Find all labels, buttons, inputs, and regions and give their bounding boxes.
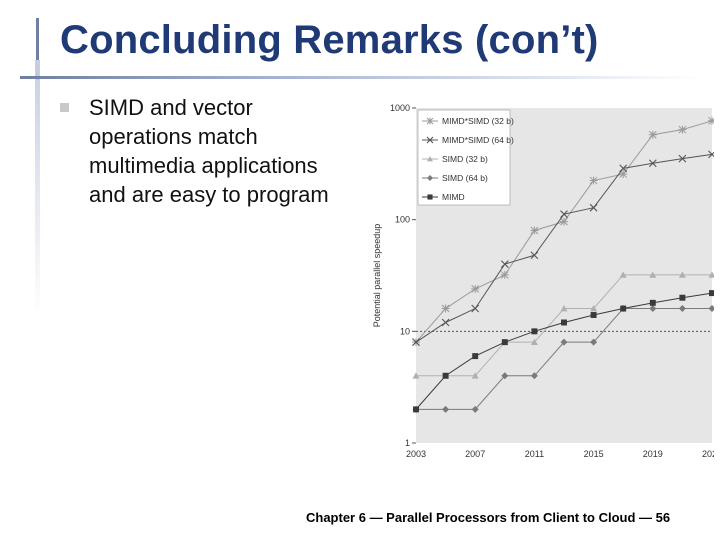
data-point <box>501 372 509 380</box>
y-tick-label: 1000 <box>390 103 410 113</box>
x-tick-label: 2015 <box>584 449 604 459</box>
data-point <box>648 130 657 139</box>
data-point <box>442 372 449 379</box>
x-tick-label: 2011 <box>525 449 544 459</box>
speedup-chart: 1 10 100 1000 2003 2007 2011 2015 2019 2023 Potent… <box>372 103 714 459</box>
data-point <box>441 304 450 313</box>
data-point <box>500 260 509 268</box>
x-tick-label: 2003 <box>406 449 426 459</box>
data-point <box>561 319 567 326</box>
y-axis-label: Potential parallel speedup <box>372 224 382 328</box>
data-point <box>679 294 686 301</box>
legend-label: MIMD <box>442 192 465 202</box>
data-point <box>427 156 433 162</box>
data-point <box>560 338 568 346</box>
series-mimd-simd-64-b <box>412 150 714 347</box>
data-point <box>530 226 539 235</box>
data-point <box>413 406 419 413</box>
data-point <box>649 299 656 306</box>
data-point <box>590 305 598 312</box>
bullet-text: SIMD and vector operations match multime… <box>89 95 329 207</box>
data-point <box>590 338 598 346</box>
data-point <box>648 159 657 168</box>
data-point <box>412 372 420 379</box>
data-point <box>471 304 480 313</box>
data-point <box>649 271 657 278</box>
data-point <box>678 125 687 134</box>
data-point <box>649 305 657 313</box>
data-point <box>589 176 598 185</box>
legend-label: MIMD*SIMD (32 b) <box>442 116 514 126</box>
data-point <box>619 164 628 173</box>
data-point <box>427 175 433 181</box>
x-tick-label: 2023 <box>702 449 714 459</box>
data-point <box>531 328 538 335</box>
data-point <box>441 318 450 327</box>
slide-title: Concluding Remarks (con’t) <box>60 18 599 62</box>
y-tick-label: 100 <box>395 215 410 225</box>
data-point <box>426 117 434 125</box>
data-point <box>708 271 714 278</box>
data-point <box>708 150 714 159</box>
data-point <box>560 305 568 312</box>
data-point <box>678 154 687 163</box>
data-point <box>589 203 598 212</box>
data-point <box>442 405 450 413</box>
data-point <box>426 136 434 144</box>
data-point <box>678 271 686 278</box>
y-tick-label: 10 <box>400 326 410 336</box>
legend-label: MIMD*SIMD (64 b) <box>442 135 514 145</box>
data-point <box>708 305 714 313</box>
left-accent-fade <box>35 60 40 320</box>
data-point <box>412 338 420 347</box>
data-point <box>500 270 509 279</box>
data-point <box>427 194 433 200</box>
data-point <box>678 305 686 313</box>
data-point <box>560 210 568 219</box>
legend-label: SIMD (64 b) <box>442 173 488 183</box>
data-point <box>620 305 627 312</box>
data-point <box>619 170 628 179</box>
y-tick-label: 1 <box>405 438 410 448</box>
data-point <box>709 290 714 297</box>
data-point <box>708 116 714 125</box>
data-point <box>472 353 479 360</box>
series-mimd <box>413 290 714 413</box>
series-mimd-simd-32-b <box>412 116 714 347</box>
data-point <box>619 271 627 278</box>
x-tick-label: 2007 <box>465 449 485 459</box>
x-tick-label: 2019 <box>643 449 663 459</box>
title-accent-vertical <box>36 18 39 80</box>
data-point <box>530 338 538 345</box>
legend-box <box>417 109 511 206</box>
data-point <box>471 284 480 293</box>
data-point <box>530 372 538 380</box>
data-point <box>501 339 508 346</box>
data-point <box>530 251 539 260</box>
data-point <box>471 372 479 379</box>
slide-footer: Chapter 6 — Parallel Processors from Cli… <box>306 510 671 525</box>
chart-legend: MIMD*SIMD (32 b) MIMD*SIMD (64 b) SIMD (32… <box>417 109 514 206</box>
legend-label: SIMD (32 b) <box>442 154 488 164</box>
data-point <box>471 405 479 413</box>
bullet-square-icon <box>60 103 69 112</box>
data-point <box>560 217 568 226</box>
title-underline <box>20 76 700 79</box>
data-point <box>590 312 597 318</box>
